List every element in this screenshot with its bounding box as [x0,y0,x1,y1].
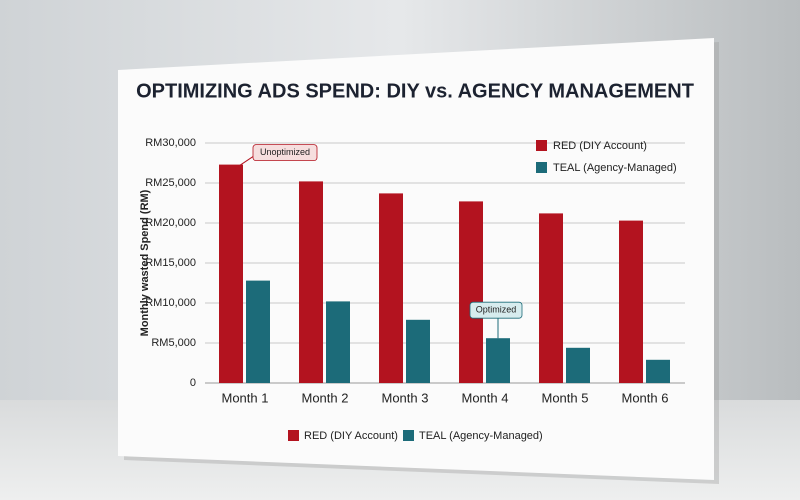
y-tick-label: RM5,000 [151,337,196,349]
annotation-box [252,144,318,162]
bar [539,213,563,383]
legend-swatch [403,430,414,441]
bar [406,319,430,383]
y-tick-label: RM10,000 [145,297,196,309]
legend-swatch [536,140,547,151]
y-axis-label: Monthly wasted Spend (RM) [139,189,151,336]
x-tick-label: Month 4 [462,390,509,405]
bar [566,347,590,383]
annotation: Unoptimized [260,147,310,157]
annotation-box [469,301,523,319]
annotation: Optimized [476,305,517,315]
legend-label: TEAL (Agency-Managed) [419,430,543,442]
bar [646,359,670,383]
legend-label: TEAL (Agency-Managed) [553,162,677,174]
x-tick-label: Month 5 [542,390,589,405]
x-tick-label: Month 2 [302,390,349,405]
x-tick-label: Month 1 [222,390,269,405]
bar [246,280,270,383]
y-tick-label: RM20,000 [145,217,196,229]
chart-title: OPTIMIZING ADS SPEND: DIY vs. AGENCY MAN… [136,80,694,102]
bar [219,164,243,383]
x-tick-label: Month 6 [622,390,669,405]
bar [299,181,323,383]
bar [486,338,510,383]
legend-swatch [288,430,299,441]
annotation-arrow [234,156,254,170]
y-tick-label: RM25,000 [145,177,196,189]
bar [459,201,483,383]
y-tick-label: 0 [190,377,196,389]
bar [379,193,403,383]
bar [326,301,350,383]
legend-label: RED (DIY Account) [553,140,647,152]
x-tick-label: Month 3 [382,390,429,405]
legend-label: RED (DIY Account) [304,430,398,442]
y-tick-label: RM15,000 [145,257,196,269]
legend-swatch [536,162,547,173]
y-tick-label: RM30,000 [145,137,196,149]
bar [619,220,643,383]
